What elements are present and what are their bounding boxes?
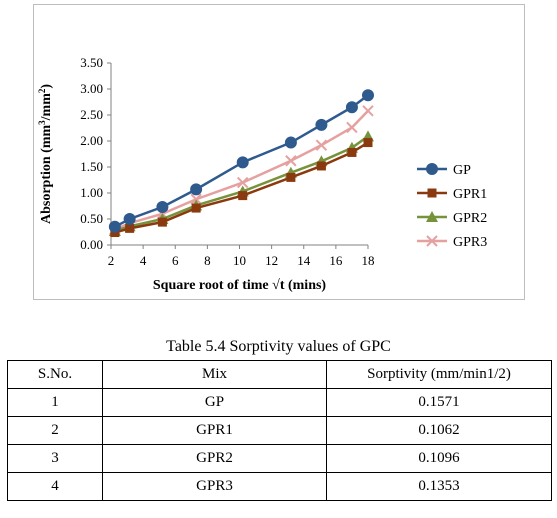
data-point-gpr3 [285, 155, 297, 167]
cell-mix: GPR2 [102, 444, 327, 473]
cell-sno: 3 [7, 444, 103, 473]
legend-label-gpr1: GPR1 [453, 187, 487, 202]
y-tick-label: 0.50 [80, 211, 103, 226]
table-header-row: S.No. Mix Sorptivity (mm/min1/2) [7, 360, 552, 389]
table-caption: Table 5.4 Sorptivity values of GPC [166, 338, 391, 355]
cell-sorptivity: 0.1353 [326, 472, 552, 501]
x-tick-label: 6 [172, 253, 179, 268]
sorptivity-table: S.No. Mix Sorptivity (mm/min1/2) 1 GP 0.… [7, 360, 552, 501]
table-row: 4 GPR3 0.1353 [7, 472, 552, 501]
data-point-gpr3 [315, 139, 328, 151]
data-point-gp [362, 89, 374, 102]
data-point-gpr1 [125, 223, 135, 233]
y-tick-label: 1.00 [80, 185, 103, 200]
legend-label-gpr3: GPR3 [453, 235, 487, 250]
y-axis-label: Absorption (mm3/mm2) [37, 84, 54, 224]
cell-sno: 2 [7, 416, 103, 445]
y-tick-label: 3.00 [80, 81, 103, 96]
chart-frame: 0.00 0.50 1.00 1.50 2.00 2.50 3.00 3.50 2 4 6 8 10 12… [33, 4, 525, 300]
table-row: 2 GPR1 0.1062 [7, 416, 552, 445]
x-tick-label: 18 [362, 253, 375, 268]
cell-sorptivity: 0.1571 [326, 388, 552, 417]
header-mix: Mix [102, 360, 327, 389]
table-row: 1 GP 0.1571 [7, 388, 552, 417]
data-point-gp [236, 156, 249, 169]
legend-marker-gpr3 [426, 235, 438, 247]
absorption-chart: 0.00 0.50 1.00 1.50 2.00 2.50 3.00 3.50 2 4 6 8 10 12… [37, 55, 487, 293]
data-point-gp [315, 118, 328, 131]
y-tick-label: 2.00 [80, 133, 103, 148]
data-point-gp [123, 213, 136, 225]
x-tick-label: 8 [204, 253, 211, 268]
cell-sorptivity: 0.1096 [326, 444, 552, 473]
y-tick-label: 3.50 [80, 55, 103, 70]
legend-label-gpr2: GPR2 [453, 211, 487, 226]
x-tick-label: 2 [108, 253, 115, 268]
data-point-gp [156, 201, 169, 214]
data-point-gpr1 [316, 161, 326, 171]
data-point-gp [190, 183, 203, 196]
data-point-gpr1 [191, 203, 201, 213]
legend-label-gp: GP [453, 163, 471, 178]
data-point-gpr3 [346, 121, 358, 134]
legend-marker-gpr2 [426, 211, 438, 222]
data-point-gpr3 [190, 193, 202, 205]
data-point-gpr1 [347, 147, 357, 157]
header-sorptivity: Sorptivity (mm/min1/2) [326, 360, 552, 389]
data-point-gp [284, 136, 297, 149]
data-point-gpr1 [286, 172, 296, 182]
table-row: 3 GPR2 0.1096 [7, 444, 552, 473]
x-tick-label: 12 [265, 253, 278, 268]
y-tick-label: 1.50 [80, 159, 103, 174]
data-point-gpr1 [157, 217, 167, 227]
cell-mix: GPR1 [102, 416, 327, 445]
cell-sno: 4 [7, 472, 103, 501]
x-tick-label: 16 [329, 253, 343, 268]
cell-sno: 1 [7, 388, 103, 417]
y-tick-label: 2.50 [80, 107, 103, 122]
x-tick-label: 4 [140, 253, 147, 268]
cell-mix: GPR3 [102, 472, 327, 501]
data-point-gpr3 [362, 105, 374, 117]
data-point-gpr1 [363, 138, 373, 148]
series-line-gpr1 [114, 141, 369, 234]
data-point-gp [345, 101, 358, 114]
data-point-gp [108, 220, 121, 233]
header-sno: S.No. [7, 360, 103, 389]
y-tick-label: 0.00 [80, 237, 103, 252]
legend-marker-gp [426, 163, 438, 175]
cell-mix: GP [102, 388, 327, 417]
legend-marker-gpr1 [427, 188, 437, 198]
cell-sorptivity: 0.1062 [326, 416, 552, 445]
data-point-gpr3 [237, 176, 249, 189]
data-point-gpr1 [238, 191, 248, 201]
x-tick-label: 10 [233, 253, 246, 268]
x-tick-label: 14 [297, 253, 311, 268]
x-axis-label: Square root of time √t (mins) [153, 278, 327, 293]
